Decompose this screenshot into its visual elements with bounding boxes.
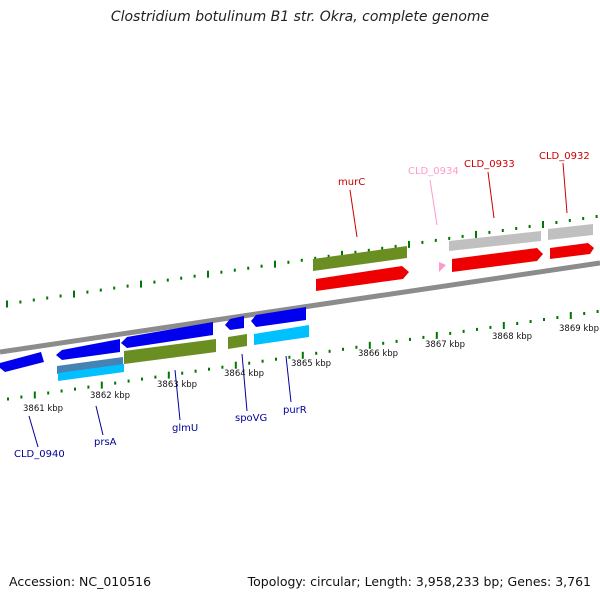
gene-label-spoVG[interactable]: spoVG xyxy=(235,413,267,424)
tick-label-3867: 3867 kbp xyxy=(425,340,465,350)
gene-label-CLD_0940[interactable]: CLD_0940 xyxy=(14,449,65,460)
lower-tick-row xyxy=(7,310,599,401)
page-title: Clostridium botulinum B1 str. Okra, comp… xyxy=(110,9,490,25)
gene-label-murC[interactable]: murC xyxy=(338,177,365,188)
spoVG-cds-arrow[interactable] xyxy=(225,316,244,330)
glmU-cds-arrow[interactable] xyxy=(121,322,213,348)
purR-rna-bar[interactable] xyxy=(254,325,309,345)
CLD_0933-pseudo-bar[interactable] xyxy=(449,231,541,251)
CLD_0932-cds-arrow[interactable] xyxy=(550,243,594,259)
murC-gene-bar[interactable] xyxy=(313,246,407,271)
gene-label-CLD_0933[interactable]: CLD_0933 xyxy=(464,159,515,170)
topology-text: Topology: circular; Length: 3,958,233 bp… xyxy=(247,574,591,589)
tick-label-3869: 3869 kbp xyxy=(559,324,599,334)
CLD_0934-leader xyxy=(429,179,438,226)
prsA-rna-bar[interactable] xyxy=(58,364,124,381)
gene-label-glmU[interactable]: glmU xyxy=(172,423,198,434)
tick-label-3863: 3863 kbp xyxy=(157,380,197,390)
tick-label-3861: 3861 kbp xyxy=(23,404,63,414)
spoVG-gene-bar[interactable] xyxy=(228,334,247,349)
murC-cds-arrow[interactable] xyxy=(316,266,409,291)
upper-tick-row xyxy=(6,215,598,308)
prsA-cds-arrow[interactable] xyxy=(56,339,120,360)
glmU-gene-bar[interactable] xyxy=(124,339,216,364)
gene-label-purR[interactable]: purR xyxy=(283,405,307,416)
tick-label-3864: 3864 kbp xyxy=(224,369,264,379)
spoVG-leader xyxy=(241,353,248,412)
CLD_0933-cds-arrow[interactable] xyxy=(452,248,543,272)
murC-leader xyxy=(349,189,358,238)
CLD_0940-cds-arrow[interactable] xyxy=(0,352,44,372)
tick-label-3866: 3866 kbp xyxy=(358,349,398,359)
purR-cds-arrow[interactable] xyxy=(251,307,306,327)
accession-text: Accession: NC_010516 xyxy=(9,574,152,589)
purR-leader xyxy=(285,355,292,403)
tick-label-3868: 3868 kbp xyxy=(492,332,532,342)
genome-backbone xyxy=(0,260,600,355)
glmU-leader xyxy=(174,369,181,421)
gene-label-CLD_0934[interactable]: CLD_0934 xyxy=(408,166,459,177)
prsA-leader xyxy=(95,405,104,436)
CLD_0932-leader xyxy=(562,162,568,214)
gene-label-prsA[interactable]: prsA xyxy=(94,437,117,448)
CLD_0940-leader xyxy=(28,415,39,448)
CLD_0932-pseudo-bar[interactable] xyxy=(548,224,593,240)
prsA-misc-bar[interactable] xyxy=(57,357,123,374)
gene-label-CLD_0932[interactable]: CLD_0932 xyxy=(539,151,590,162)
CLD_0934-marker[interactable] xyxy=(439,262,446,272)
CLD_0933-leader xyxy=(487,171,495,219)
tick-label-3862: 3862 kbp xyxy=(90,391,130,401)
tick-label-3865: 3865 kbp xyxy=(291,359,331,369)
